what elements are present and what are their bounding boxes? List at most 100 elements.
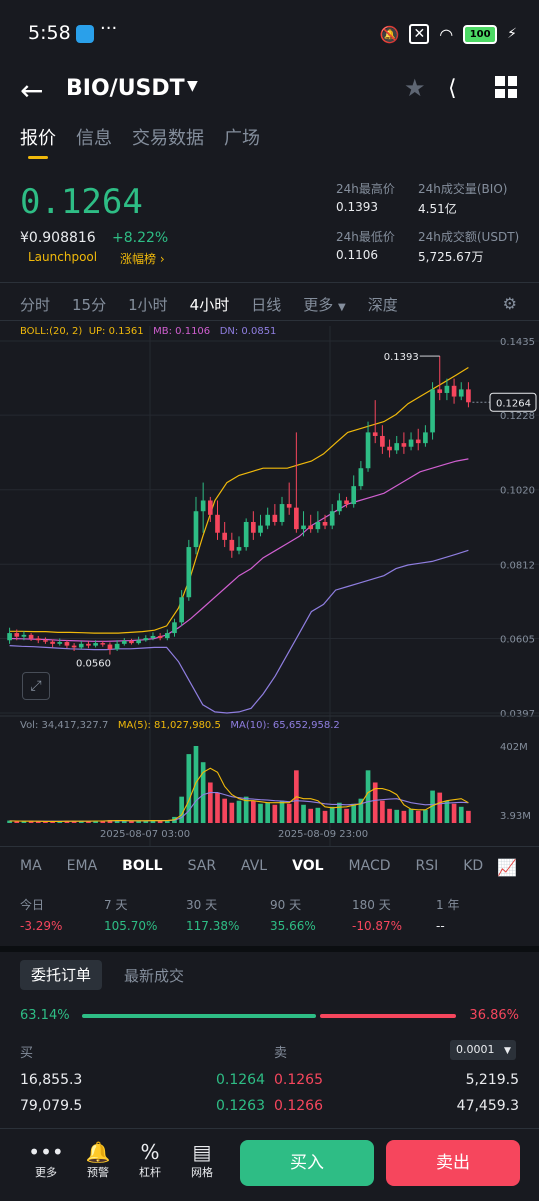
percent-icon: % [140, 1140, 160, 1164]
candle-body [21, 634, 27, 637]
volume-bar [222, 798, 227, 823]
candle-body [93, 643, 98, 646]
volume-value: 4.51亿 [418, 202, 457, 216]
candle-body [129, 640, 134, 644]
bid-price[interactable]: 0.1264 [216, 1072, 265, 1088]
candle-body [121, 640, 127, 644]
amount-value: 5,725.67万 [418, 250, 484, 264]
ask-qty: 47,459.3 [456, 1098, 519, 1114]
indicator-settings-icon[interactable]: 📈 [497, 858, 517, 877]
candle-body [329, 511, 335, 526]
indicator-sar[interactable]: SAR [187, 858, 217, 874]
gainers-rank-label: 涨幅榜 [120, 252, 157, 266]
candle-body [444, 385, 450, 393]
tab-order-book[interactable]: 委托订单 [20, 960, 102, 990]
interval-1d[interactable]: 日线 [251, 296, 282, 314]
favorite-star-icon[interactable]: ★ [404, 74, 426, 102]
mute-icon: 🔕 [379, 24, 400, 44]
buy-ratio: 63.14% [20, 1008, 70, 1023]
volume-bar [236, 800, 242, 823]
candle-body [50, 641, 55, 644]
perf-label: 今日 [20, 898, 45, 912]
share-icon[interactable]: ⟨ [448, 76, 457, 101]
precision-select[interactable]: 0.0001 ▼ [450, 1040, 516, 1060]
indicator-vol[interactable]: VOL [292, 858, 324, 874]
boll-params: BOLL:(20, 2) [20, 326, 83, 337]
candle-body [437, 389, 443, 393]
fullscreen-icon[interactable]: ⤢ [22, 672, 50, 700]
ask-price[interactable]: 0.1265 [274, 1072, 323, 1088]
last-price-label: 0.1264 [496, 398, 531, 409]
grid-button[interactable]: ▤ 网格 [182, 1140, 222, 1180]
candle-body [272, 514, 278, 522]
perf-value: -10.87% [352, 919, 403, 933]
volume-bar [444, 800, 450, 823]
perf-30d: 30 天 117.38% [186, 896, 239, 933]
volume-bar [437, 792, 443, 823]
tab-recent-trades[interactable]: 最新成交 [124, 967, 185, 985]
bid-price[interactable]: 0.1263 [216, 1098, 265, 1114]
gainers-rank-link[interactable]: 涨幅榜 › [120, 250, 165, 267]
sell-button[interactable]: 卖出 [386, 1140, 520, 1186]
tab-info[interactable]: 信息 [76, 128, 112, 149]
grid-menu-icon[interactable] [495, 76, 517, 98]
wifi-icon: ◠ [439, 24, 454, 44]
buy-button[interactable]: 买入 [240, 1140, 374, 1186]
indicator-kd[interactable]: KD [463, 858, 484, 874]
ask-price[interactable]: 0.1266 [274, 1098, 323, 1114]
tab-square[interactable]: 广场 [224, 128, 260, 149]
candle-body [286, 504, 292, 508]
kline-chart[interactable]: 0.1435 0.1228 0.1020 0.0812 0.0605 0.0397 0.13… [0, 326, 539, 846]
candle-body [107, 644, 113, 650]
candle-body [14, 633, 20, 637]
candle-body [193, 511, 199, 548]
candle-body [86, 643, 91, 646]
indicator-boll[interactable]: BOLL [122, 858, 163, 874]
candle-body [387, 446, 392, 451]
chart-settings-icon[interactable]: ⚙ [502, 294, 517, 313]
chevron-right-icon: › [159, 252, 165, 266]
interval-time[interactable]: 分时 [20, 296, 51, 314]
sell-ratio-bar [320, 1014, 456, 1018]
interval-depth[interactable]: 深度 [367, 296, 398, 314]
interval-4h[interactable]: 4小时 [189, 296, 230, 314]
boll-up-line [9, 366, 469, 634]
candle-body [114, 643, 120, 650]
indicator-rsi[interactable]: RSI [415, 858, 439, 874]
leverage-button[interactable]: % 杠杆 [130, 1140, 170, 1180]
volume-bar [308, 808, 314, 823]
divider [0, 320, 539, 321]
y-axis-label: 0.0397 [500, 709, 535, 720]
tab-quote[interactable]: 报价 [20, 128, 56, 149]
pair-title[interactable]: BIO/USDT [66, 76, 185, 101]
leverage-label: 杠杆 [139, 1166, 161, 1179]
indicator-avl[interactable]: AVL [241, 858, 268, 874]
alert-button[interactable]: 🔔 预警 [78, 1140, 118, 1180]
volume-bar [114, 820, 120, 823]
back-arrow-icon[interactable]: ← [20, 74, 44, 107]
interval-more[interactable]: 更多 ▼ [303, 294, 346, 315]
candle-body [358, 468, 364, 487]
candle-body [466, 389, 471, 403]
more-notifications-icon: ··· [100, 18, 118, 39]
active-tab-indicator [28, 156, 48, 159]
candle-body [172, 622, 177, 634]
tab-trade-data[interactable]: 交易数据 [132, 128, 204, 149]
interval-1h[interactable]: 1小时 [128, 296, 168, 314]
interval-15m[interactable]: 15分 [72, 296, 107, 314]
boll-up: UP: 0.1361 [88, 326, 144, 337]
indicator-ema[interactable]: EMA [66, 858, 98, 874]
more-button[interactable]: ••• 更多 [26, 1140, 66, 1180]
candle-body [308, 525, 314, 530]
y-axis-label: 0.1228 [500, 411, 535, 422]
indicator-macd[interactable]: MACD [348, 858, 391, 874]
launchpool-tag[interactable]: Launchpool [28, 250, 98, 264]
indicator-ma[interactable]: MA [20, 858, 42, 874]
pair-dropdown-icon[interactable]: ▼ [187, 78, 198, 94]
volume-axis-label: 402M [500, 742, 528, 753]
candle-body [100, 643, 106, 645]
volume-bar [150, 820, 156, 823]
volume-bar [315, 807, 321, 823]
candle-body [415, 439, 421, 444]
caret-down-icon: ▼ [338, 302, 346, 313]
